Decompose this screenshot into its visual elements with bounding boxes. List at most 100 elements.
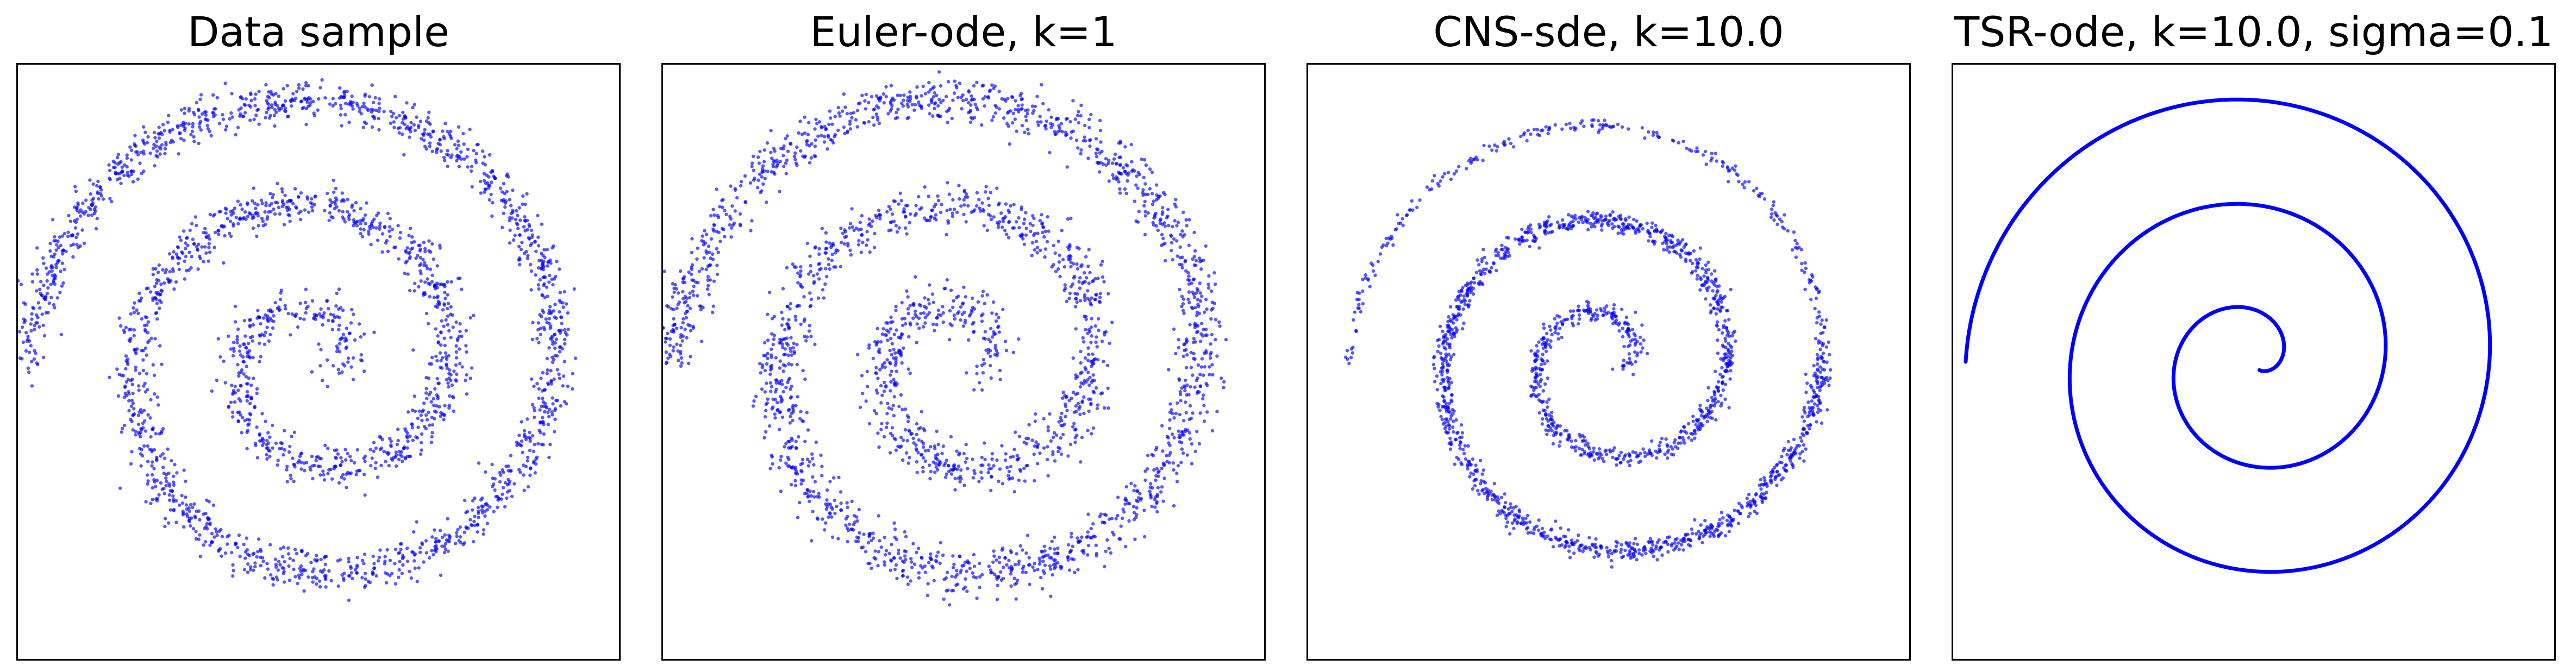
data-point bbox=[894, 563, 898, 567]
data-point bbox=[413, 128, 417, 133]
data-point bbox=[902, 98, 905, 102]
data-point bbox=[245, 355, 249, 359]
data-point bbox=[509, 204, 513, 208]
data-point bbox=[516, 213, 520, 217]
data-point bbox=[973, 472, 977, 475]
data-point bbox=[785, 266, 789, 270]
data-point bbox=[1017, 435, 1022, 438]
data-point bbox=[1196, 298, 1200, 302]
data-point bbox=[729, 184, 733, 188]
data-point bbox=[331, 319, 335, 323]
data-point bbox=[532, 384, 536, 388]
data-point bbox=[1042, 417, 1046, 421]
data-point bbox=[468, 316, 472, 320]
data-point bbox=[1096, 277, 1100, 280]
data-point bbox=[923, 316, 927, 319]
data-point bbox=[834, 265, 837, 269]
data-point bbox=[207, 517, 211, 521]
data-point bbox=[928, 283, 931, 287]
data-point bbox=[535, 337, 539, 341]
data-point bbox=[293, 187, 297, 191]
data-point bbox=[71, 255, 75, 259]
data-point bbox=[370, 83, 374, 87]
data-point bbox=[145, 353, 149, 357]
data-point bbox=[1065, 117, 1069, 121]
data-point bbox=[132, 306, 135, 310]
data-point bbox=[1086, 378, 1090, 382]
data-point bbox=[188, 228, 192, 233]
data-point bbox=[784, 161, 787, 165]
data-point bbox=[1004, 349, 1009, 353]
data-point bbox=[1121, 507, 1125, 511]
data-point bbox=[436, 539, 440, 543]
data-point bbox=[351, 378, 355, 381]
data-point bbox=[805, 241, 809, 246]
data-point bbox=[935, 554, 939, 558]
data-point bbox=[992, 332, 996, 336]
data-point bbox=[1161, 449, 1165, 453]
data-point bbox=[252, 551, 256, 555]
data-point bbox=[889, 380, 893, 384]
data-point bbox=[813, 246, 817, 250]
data-point bbox=[292, 463, 296, 467]
data-point bbox=[228, 117, 232, 121]
data-point bbox=[520, 439, 524, 443]
data-point bbox=[72, 242, 76, 246]
data-point bbox=[244, 375, 248, 379]
data-point bbox=[1176, 221, 1180, 224]
data-point bbox=[347, 331, 351, 336]
data-point bbox=[409, 125, 413, 129]
data-point bbox=[369, 242, 373, 247]
data-point bbox=[204, 251, 208, 255]
data-point bbox=[336, 307, 341, 311]
data-point bbox=[1074, 327, 1078, 331]
data-point bbox=[968, 312, 972, 316]
data-point bbox=[429, 391, 433, 394]
data-point bbox=[878, 539, 881, 543]
data-point bbox=[770, 407, 774, 411]
data-point bbox=[282, 545, 286, 549]
data-point bbox=[35, 289, 39, 293]
data-point bbox=[171, 255, 174, 259]
data-point bbox=[999, 211, 1003, 215]
data-point bbox=[434, 327, 437, 331]
data-point bbox=[432, 296, 436, 299]
data-point bbox=[965, 456, 969, 461]
data-point bbox=[926, 593, 930, 598]
data-point bbox=[537, 341, 541, 344]
data-point bbox=[536, 266, 541, 270]
data-point bbox=[413, 566, 417, 570]
data-point bbox=[348, 100, 353, 104]
data-point bbox=[936, 442, 940, 447]
data-point bbox=[287, 564, 291, 568]
data-point bbox=[718, 205, 722, 209]
data-point bbox=[296, 461, 300, 464]
data-point bbox=[906, 115, 911, 120]
data-point bbox=[249, 91, 253, 95]
data-point bbox=[349, 321, 353, 325]
data-point bbox=[243, 111, 247, 115]
data-point bbox=[187, 506, 191, 510]
data-point bbox=[1195, 330, 1199, 335]
data-point bbox=[326, 385, 329, 388]
data-point bbox=[1087, 383, 1091, 387]
data-point bbox=[523, 215, 527, 219]
data-point bbox=[317, 342, 321, 346]
data-point bbox=[882, 380, 886, 385]
data-point bbox=[125, 156, 129, 160]
data-point bbox=[412, 394, 417, 398]
data-point bbox=[322, 473, 326, 477]
data-point bbox=[215, 96, 219, 100]
data-point bbox=[122, 423, 127, 428]
data-point bbox=[997, 479, 1001, 483]
data-point bbox=[386, 211, 390, 216]
data-point bbox=[1188, 404, 1192, 408]
data-point bbox=[503, 205, 507, 209]
data-point bbox=[406, 439, 410, 443]
data-point bbox=[1089, 341, 1093, 344]
data-point bbox=[498, 480, 502, 484]
data-point bbox=[204, 110, 208, 114]
data-point bbox=[1083, 298, 1087, 302]
data-point bbox=[547, 346, 551, 350]
data-point bbox=[265, 325, 269, 329]
